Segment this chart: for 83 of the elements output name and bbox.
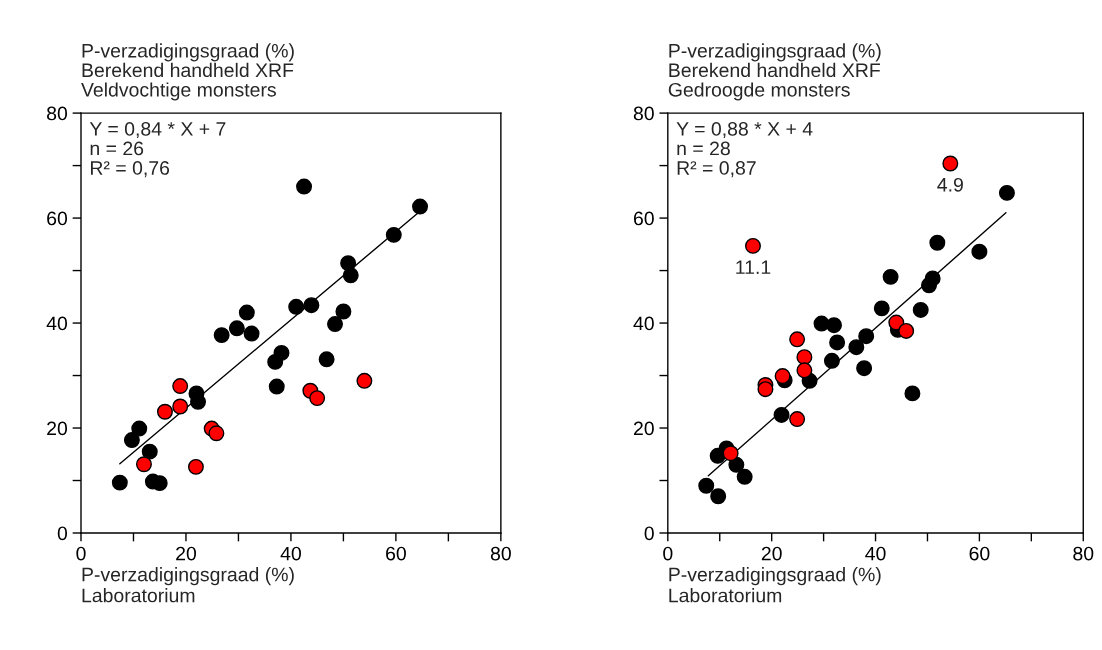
x-tick-label: 40	[280, 546, 301, 561]
point	[111, 474, 128, 491]
point	[912, 301, 929, 318]
point	[698, 477, 715, 494]
annotation: 4.9	[937, 177, 963, 192]
annotation: 11.1	[736, 260, 771, 274]
point	[123, 432, 140, 449]
x-tick-label: 0	[76, 546, 86, 561]
y-tick-label: 60	[633, 211, 654, 226]
point	[243, 325, 260, 342]
annotation: Y = 0,84 * X + 7 n = 26 R² = 0,76	[89, 122, 226, 178]
point	[757, 381, 774, 398]
point	[971, 243, 988, 260]
point	[327, 316, 343, 333]
point	[898, 322, 915, 339]
point	[412, 198, 429, 215]
point	[335, 303, 352, 320]
point	[826, 317, 842, 334]
x-axis-title: P-verzadigingsgraad (%) Laboratorium	[82, 567, 294, 603]
point	[385, 226, 402, 243]
point	[135, 456, 152, 473]
point	[773, 406, 790, 423]
point	[796, 349, 813, 366]
point	[856, 360, 873, 377]
point	[789, 331, 806, 348]
point	[882, 268, 899, 285]
point	[823, 352, 840, 369]
point	[172, 378, 189, 395]
x-tick-label: 80	[1073, 546, 1094, 561]
point	[131, 420, 148, 437]
y-axis-title: P-verzadigingsgraad (%) Berekend handheld XRF Veldvochtige monsters	[81, 43, 294, 101]
point	[208, 425, 225, 442]
point	[829, 334, 846, 351]
point	[722, 445, 739, 462]
x-tick-label: 20	[761, 546, 782, 561]
point	[273, 344, 290, 361]
point	[238, 304, 255, 321]
y-tick-label: 40	[633, 316, 654, 331]
point	[228, 320, 245, 337]
point	[848, 339, 865, 356]
point	[796, 362, 813, 379]
x-tick-label: 60	[386, 546, 406, 561]
y-tick-label: 0	[644, 526, 654, 541]
point	[309, 390, 326, 407]
point	[187, 458, 204, 475]
y-tick-label: 40	[46, 316, 68, 331]
y-axis-title: P-verzadigingsgraad (%) Berekend handheld XRF Gedroogde monsters	[668, 43, 881, 101]
point	[736, 468, 753, 485]
x-tick-label: 60	[969, 546, 990, 561]
y-tick-label: 0	[57, 526, 68, 541]
point	[774, 368, 791, 385]
x-tick-label: 0	[663, 546, 673, 561]
point	[789, 411, 806, 428]
y-tick-label: 80	[47, 106, 68, 121]
point	[288, 298, 305, 315]
point	[303, 297, 320, 314]
point	[296, 178, 313, 195]
y-tick-label: 60	[47, 211, 68, 226]
point	[858, 328, 875, 345]
point	[998, 184, 1015, 201]
point	[745, 237, 761, 254]
point	[268, 378, 285, 395]
point	[710, 488, 727, 505]
annotation: Y = 0,88 * X + 4 n = 28 R² = 0,87	[676, 122, 813, 178]
point	[929, 234, 946, 251]
x-tick-label: 20	[176, 546, 197, 561]
point	[873, 300, 890, 317]
point	[213, 327, 230, 344]
point	[942, 155, 959, 172]
point	[904, 385, 921, 402]
point	[924, 270, 941, 287]
x-tick-label: 80	[490, 546, 511, 561]
point	[342, 267, 359, 284]
x-axis-title: P-verzadigingsgraad (%) Laboratorium	[669, 567, 881, 603]
point	[356, 372, 373, 389]
point	[172, 398, 189, 415]
y-tick-label: 20	[633, 421, 654, 436]
y-tick-label: 20	[47, 421, 68, 436]
point	[141, 443, 158, 460]
y-tick-label: 80	[633, 106, 654, 121]
point	[318, 351, 335, 368]
point	[156, 403, 173, 420]
x-tick-label: 40	[865, 546, 886, 561]
